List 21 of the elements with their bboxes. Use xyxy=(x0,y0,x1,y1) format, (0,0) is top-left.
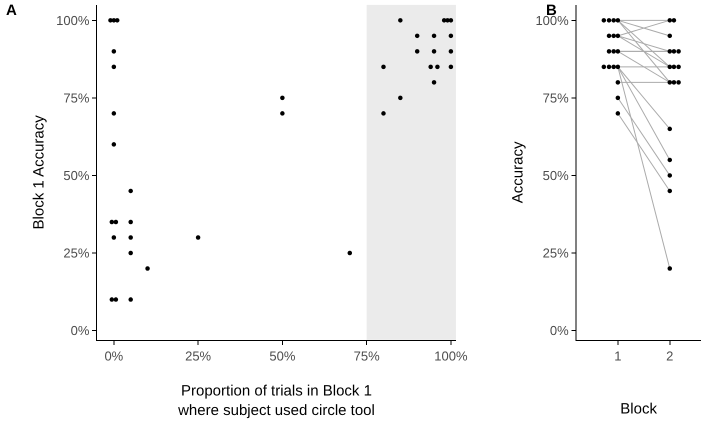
y-tick-label: 0% xyxy=(550,323,570,338)
y-tick-label: 75% xyxy=(63,90,90,106)
y-axis-title: Accuracy xyxy=(510,141,527,204)
y-tick-label: 25% xyxy=(542,246,570,261)
x-axis-title: Block xyxy=(620,400,658,418)
y-tick-label: 50% xyxy=(542,168,570,184)
x-tick-label: 25% xyxy=(185,348,212,364)
x-tick-label: 75% xyxy=(354,348,380,364)
x-axis-title: Proportion of trials in Block 1 where subject used circle tool xyxy=(177,382,375,419)
y-tick-label: 100% xyxy=(56,12,90,28)
x-tick-label: 100% xyxy=(434,348,468,364)
x-tick-label: 0% xyxy=(104,348,124,364)
text: A xyxy=(6,2,17,19)
x-tick-label: 50% xyxy=(269,348,296,364)
y-tick-label: 50% xyxy=(63,168,90,184)
x-tick-label: 1 xyxy=(614,348,622,364)
y-tick-label: 75% xyxy=(542,90,570,106)
x-tick-label: 2 xyxy=(666,348,674,364)
y-tick-label: 0% xyxy=(70,323,90,338)
y-axis-title: Block 1 Accuracy xyxy=(30,114,48,230)
y-tick-label: 25% xyxy=(63,246,90,261)
